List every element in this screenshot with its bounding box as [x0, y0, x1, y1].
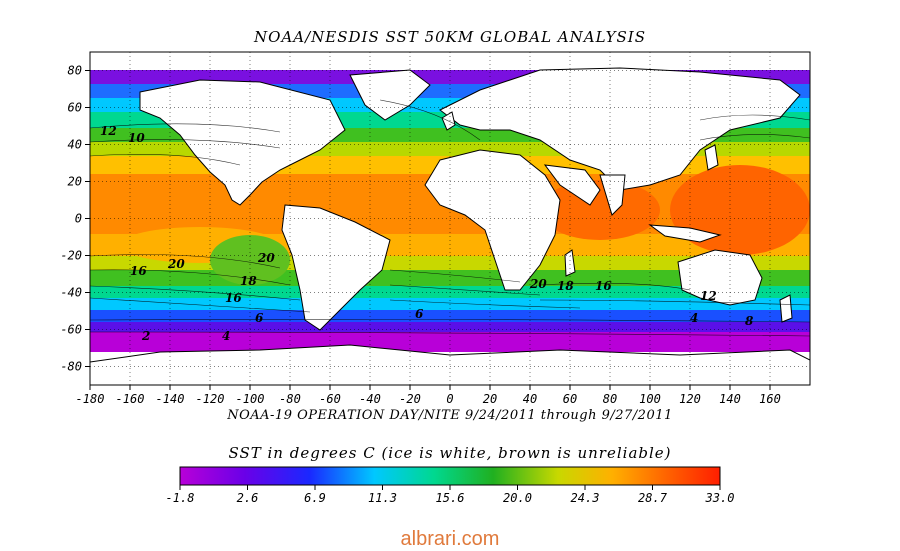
contour-label: 10 [128, 131, 145, 145]
contour-label: 12 [700, 289, 717, 303]
x-tick-label: -120 [196, 392, 225, 406]
contour-label: 4 [690, 311, 698, 325]
contour-label: 16 [225, 291, 242, 305]
y-tick-label: 80 [68, 64, 82, 78]
contour-label: 6 [415, 307, 424, 321]
contour-label: 18 [240, 274, 257, 288]
y-tick-label: -20 [60, 249, 82, 263]
colorbar-title: SST in degrees C (ice is white, brown is… [228, 444, 672, 462]
x-tick-label: -80 [279, 392, 301, 406]
colorbar [179, 466, 721, 486]
x-tick-label: -140 [156, 392, 185, 406]
contour-lines [90, 99, 810, 337]
x-tick-label: 120 [679, 392, 701, 406]
x-tick-label: 100 [639, 392, 661, 406]
contour-label: 20 [167, 257, 185, 271]
x-tick-label: 80 [603, 392, 617, 406]
contour-label: 6 [255, 311, 264, 325]
x-tick-label: -20 [399, 392, 421, 406]
contour-label: 12 [100, 124, 117, 138]
colorbar-tick-label: -1.8 [166, 491, 195, 505]
map-subtitle: NOAA-19 OPERATION DAY/NITE 9/24/2011 thr… [227, 408, 673, 423]
y-tick-label: 0 [75, 212, 82, 226]
x-tick-label: -100 [236, 392, 265, 406]
contour-label: 4 [222, 329, 230, 343]
sst-field [90, 52, 810, 385]
x-tick-label: 20 [483, 392, 497, 406]
y-tick-label: -80 [60, 360, 82, 374]
contour-label: 8 [745, 314, 754, 328]
colorbar-tick-label: 15.6 [436, 491, 465, 505]
y-tick-label: -60 [60, 323, 82, 337]
y-tick-label: 20 [68, 175, 82, 189]
x-tick-label: -40 [359, 392, 381, 406]
colorbar-tick-label: 11.3 [368, 491, 397, 505]
x-tick-label: -180 [76, 392, 105, 406]
colorbar-tick-label: 33.0 [705, 491, 735, 505]
y-tick-label: -40 [60, 286, 82, 300]
watermark: albrari.com [400, 528, 500, 550]
x-tick-label: 0 [446, 392, 453, 406]
colorbar-tick-label: 2.6 [237, 491, 259, 505]
x-tick-label: 160 [759, 392, 781, 406]
contour-label: 16 [130, 264, 147, 278]
y-tick-label: 40 [68, 138, 82, 152]
x-tick-label: -160 [116, 392, 145, 406]
contour-label: 16 [595, 279, 612, 293]
x-tick-label: 40 [523, 392, 537, 406]
contour-label: 20 [529, 277, 547, 291]
colorbar-tick-label: 6.9 [304, 491, 326, 505]
x-tick-label: 140 [719, 392, 741, 406]
contour-label: 18 [557, 279, 574, 293]
x-tick-label: -60 [319, 392, 341, 406]
x-tick-label: 60 [563, 392, 577, 406]
colorbar-tick-label: 28.7 [638, 491, 668, 505]
map-title: NOAA/NESDIS SST 50KM GLOBAL ANALYSIS [254, 28, 646, 46]
colorbar-tick-label: 20.0 [503, 491, 532, 505]
contour-label: 2 [141, 329, 150, 343]
contour-label: 20 [257, 251, 275, 265]
gridlines [90, 52, 810, 385]
colorbar-tick-label: 24.3 [571, 491, 600, 505]
y-tick-label: 60 [68, 101, 82, 115]
